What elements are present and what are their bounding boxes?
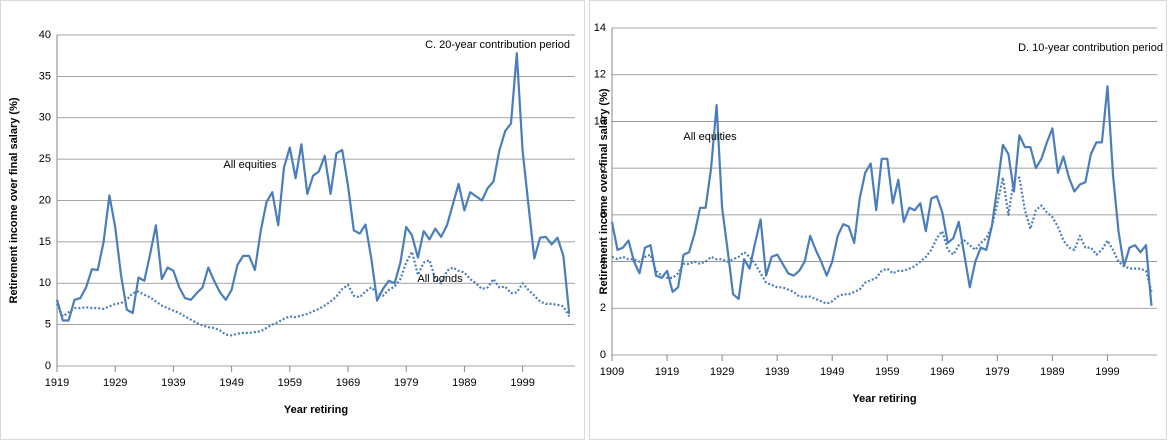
y-tick-label: 2	[600, 302, 606, 314]
x-tick-label: 1949	[820, 366, 844, 378]
x-tick-label: 1919	[45, 377, 69, 389]
series-line	[610, 85, 1153, 306]
series-line	[611, 176, 1153, 305]
panel-border	[0, 0, 585, 440]
x-tick-label: 1979	[985, 366, 1009, 378]
y-tick-label: 10	[39, 277, 51, 289]
x-tick-label: 1979	[394, 377, 418, 389]
x-tick-label: 1989	[452, 377, 476, 389]
x-tick-label: 1959	[278, 377, 302, 389]
y-axis-label: Retirement income over final salary (%)	[598, 88, 610, 294]
x-tick-label: 1919	[655, 366, 679, 378]
y-tick-label: 10	[594, 115, 606, 127]
series-annotation: All equities	[223, 159, 277, 171]
y-axis-label: Retirement income over final salary (%)	[8, 97, 20, 303]
y-tick-label: 12	[594, 69, 606, 81]
x-tick-label: 1949	[219, 377, 243, 389]
x-tick-label: 1909	[600, 366, 624, 378]
y-tick-label: 0	[45, 360, 51, 372]
series-annotation: All bonds	[417, 273, 463, 285]
x-tick-label: 1989	[1040, 366, 1064, 378]
y-tick-label: 35	[39, 70, 51, 82]
x-tick-label: 1999	[510, 377, 534, 389]
x-tick-label: 1969	[930, 366, 954, 378]
x-tick-label: 1999	[1095, 366, 1119, 378]
x-axis-label: Year retiring	[852, 393, 916, 405]
panel-border	[589, 0, 1167, 440]
y-tick-label: 14	[594, 22, 606, 34]
x-axis-label: Year retiring	[284, 404, 348, 416]
x-tick-label: 1939	[161, 377, 185, 389]
y-tick-label: 15	[39, 236, 51, 248]
chart-title: D. 10-year contribution period	[1018, 42, 1163, 54]
chart-title: C. 20-year contribution period	[425, 39, 570, 51]
series-line	[56, 250, 571, 337]
y-tick-label: 30	[39, 112, 51, 124]
x-tick-label: 1959	[875, 366, 899, 378]
series-annotation: All equities	[683, 131, 737, 143]
x-tick-label: 1929	[103, 377, 127, 389]
y-tick-label: 4	[600, 255, 606, 267]
y-tick-label: 8	[600, 162, 606, 174]
x-tick-label: 1939	[765, 366, 789, 378]
y-tick-label: 25	[39, 153, 51, 165]
x-tick-label: 1929	[710, 366, 734, 378]
y-tick-label: 5	[45, 319, 51, 331]
x-tick-label: 1969	[336, 377, 360, 389]
y-tick-label: 20	[39, 194, 51, 206]
series-line	[55, 52, 571, 322]
y-tick-label: 40	[39, 29, 51, 41]
y-tick-label: 6	[600, 209, 606, 221]
y-tick-label: 0	[600, 349, 606, 361]
